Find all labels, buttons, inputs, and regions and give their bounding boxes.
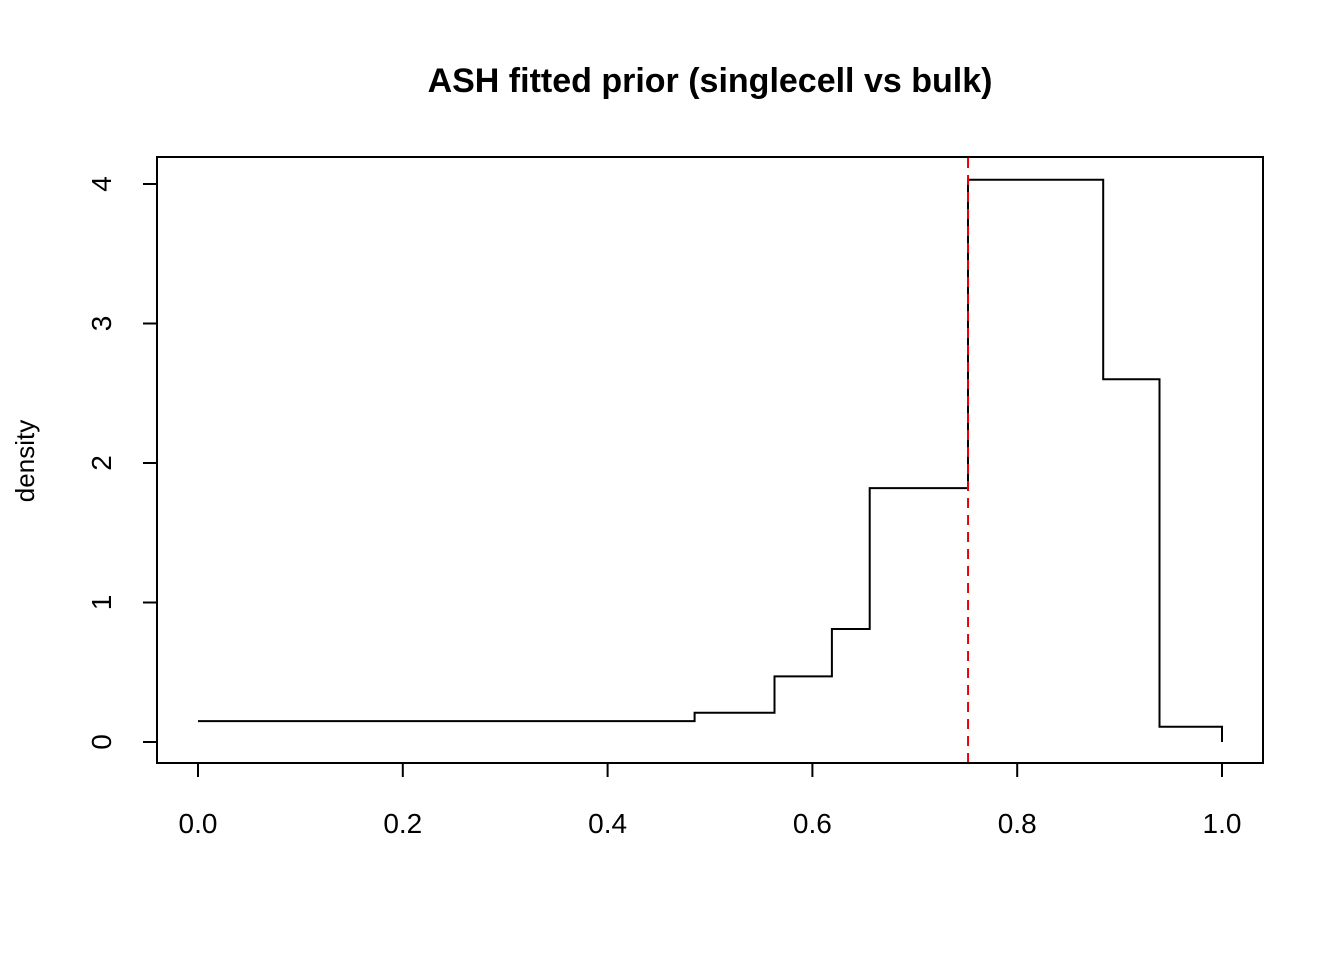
y-axis-label: density [10,420,40,502]
y-tick-label: 0 [86,734,117,750]
x-axis: 0.0 0.2 0.4 0.6 0.8 1.0 [179,762,1242,839]
x-tick-label: 0.0 [179,808,218,839]
chart-title: ASH fitted prior (singlecell vs bulk) [428,62,993,100]
y-tick-label: 3 [86,316,117,332]
y-tick-label: 2 [86,455,117,471]
x-tick-label: 1.0 [1203,808,1242,839]
density-step-line [198,178,1223,742]
x-tick-label: 0.4 [588,808,627,839]
y-tick-label: 4 [86,176,117,192]
x-tick-label: 0.6 [793,808,832,839]
series-layer [198,178,1223,742]
plot-frame [156,156,1264,764]
x-tick-label: 0.2 [383,808,422,839]
x-tick-label: 0.8 [998,808,1037,839]
y-tick-label: 1 [86,595,117,611]
y-axis: 0 1 2 3 4 [86,176,158,750]
